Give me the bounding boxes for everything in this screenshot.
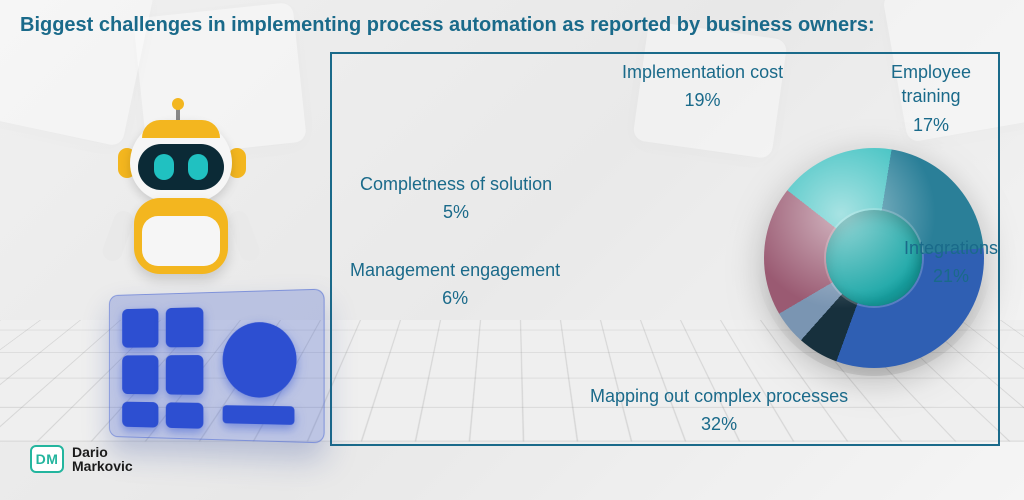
- label-text: Completness of solution: [360, 174, 552, 194]
- label-text: Mapping out complex processes: [590, 386, 848, 406]
- label-integrations: Integrations 21%: [904, 236, 998, 289]
- page-title: Biggest challenges in implementing proce…: [20, 14, 1004, 37]
- label-percent: 32%: [590, 412, 848, 436]
- label-percent: 6%: [350, 286, 560, 310]
- label-percent: 17%: [864, 113, 998, 137]
- label-percent: 19%: [622, 88, 783, 112]
- robot-illustration: [72, 120, 312, 420]
- label-text: Integrations: [904, 238, 998, 258]
- label-mgmt-engagement: Management engagement 6%: [350, 258, 560, 311]
- brand-name: Dario Markovic: [72, 445, 133, 474]
- label-percent: 5%: [360, 200, 552, 224]
- label-impl-cost: Implementation cost 19%: [622, 60, 783, 113]
- robot-panel: [109, 289, 325, 444]
- chart-container: Employee training 17% Integrations 21% M…: [330, 52, 1000, 446]
- brand-initials: DM: [30, 445, 64, 473]
- label-employee-training: Employee training 17%: [864, 60, 998, 137]
- label-text: Management engagement: [350, 260, 560, 280]
- label-completeness: Completness of solution 5%: [360, 172, 552, 225]
- label-text: Employee training: [891, 62, 971, 106]
- label-percent: 21%: [904, 264, 998, 288]
- brand-logo: DM Dario Markovic: [30, 445, 133, 474]
- label-text: Implementation cost: [622, 62, 783, 82]
- label-mapping: Mapping out complex processes 32%: [590, 384, 848, 437]
